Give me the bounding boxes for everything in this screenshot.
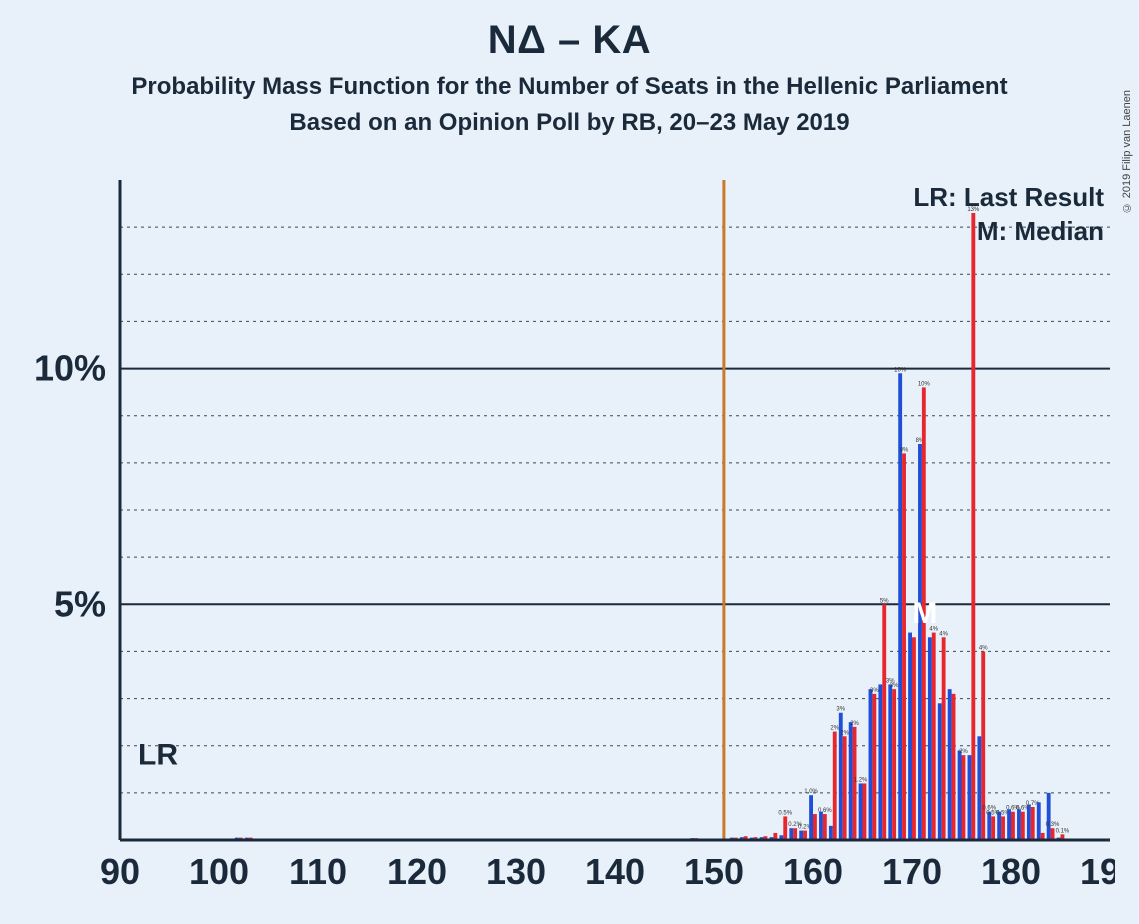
x-tick-label: 90: [100, 851, 140, 892]
chart-area: 0.5%0.2%0.2%1.0%0.6%2%3%2%2%1.2%3%5%3%3%…: [30, 170, 1115, 910]
bar-red: [962, 755, 966, 840]
bar-value-label: 3%: [836, 707, 845, 713]
bar-value-label: 4%: [939, 631, 948, 637]
bar-red: [971, 213, 975, 840]
chart-subtitle-1: Probability Mass Function for the Number…: [0, 73, 1139, 101]
median-marker-label: M: [912, 597, 937, 630]
bar-value-label: 8%: [900, 447, 909, 453]
bar-value-label: 1.2%: [854, 777, 868, 783]
bar-red: [833, 732, 837, 840]
bar-blue: [888, 684, 892, 840]
bar-red: [1021, 812, 1025, 840]
bar-blue: [1027, 805, 1031, 840]
bar-blue: [918, 444, 922, 840]
bar-red: [952, 694, 956, 840]
x-tick-label: 100: [189, 851, 249, 892]
legend-m: M: Median: [977, 216, 1104, 246]
bar-value-label: 0.5%: [778, 810, 792, 816]
x-tick-label: 150: [684, 851, 744, 892]
bar-value-label: 2%: [830, 726, 839, 732]
chart-svg: 0.5%0.2%0.2%1.0%0.6%2%3%2%2%1.2%3%5%3%3%…: [30, 170, 1115, 910]
bar-red: [892, 689, 896, 840]
x-tick-label: 120: [387, 851, 447, 892]
bar-blue: [958, 750, 962, 840]
bar-value-label: 1.0%: [804, 789, 818, 795]
bar-blue: [1037, 802, 1041, 840]
chart-subtitle-2: Based on an Opinion Poll by RB, 20–23 Ma…: [0, 109, 1139, 137]
bar-red: [991, 816, 995, 840]
bar-blue: [898, 373, 902, 840]
bar-value-label: 4%: [979, 645, 988, 651]
bar-red: [793, 828, 797, 840]
x-tick-label: 130: [486, 851, 546, 892]
bar-red: [1031, 807, 1035, 840]
bar-blue: [1007, 809, 1011, 840]
bar-blue: [819, 812, 823, 840]
bar-red: [902, 453, 906, 840]
lr-marker-label: LR: [138, 739, 178, 772]
bar-blue: [948, 689, 952, 840]
bar-red: [1051, 828, 1055, 840]
bar-value-label: 0.6%: [818, 808, 832, 814]
bar-red: [813, 814, 817, 840]
bar-value-label: 2%: [850, 721, 859, 727]
bar-value-label: 0.1%: [1056, 828, 1070, 834]
bar-red: [932, 633, 936, 840]
x-tick-label: 160: [783, 851, 843, 892]
x-tick-label: 170: [882, 851, 942, 892]
bar-blue: [789, 828, 793, 840]
bar-blue: [968, 755, 972, 840]
bar-blue: [859, 783, 863, 840]
bar-value-label: 0.3%: [1046, 822, 1060, 828]
bar-red: [783, 816, 787, 840]
bar-value-label: 3%: [890, 683, 899, 689]
bar-red: [882, 604, 886, 840]
bar-value-label: 10%: [894, 367, 907, 373]
bar-blue: [908, 633, 912, 840]
bar-value-label: 5%: [880, 598, 889, 604]
bar-red: [872, 694, 876, 840]
bar-blue: [809, 795, 813, 840]
bar-red: [863, 783, 867, 840]
bar-red: [843, 736, 847, 840]
bar-blue: [1047, 793, 1051, 840]
bar-value-label: 10%: [918, 381, 931, 387]
bar-red: [1001, 816, 1005, 840]
bar-blue: [928, 637, 932, 840]
bar-blue: [878, 684, 882, 840]
bar-red: [1011, 812, 1015, 840]
legend-lr: LR: Last Result: [913, 182, 1104, 212]
bar-blue: [1017, 809, 1021, 840]
bar-red: [912, 637, 916, 840]
bar-blue: [938, 703, 942, 840]
bar-blue: [849, 722, 853, 840]
bar-blue: [977, 736, 981, 840]
x-tick-label: 140: [585, 851, 645, 892]
bar-blue: [869, 689, 873, 840]
bar-blue: [829, 826, 833, 840]
chart-title: ΝΔ – ΚΑ: [0, 18, 1139, 63]
y-tick-label: 5%: [54, 583, 106, 624]
y-tick-label: 10%: [34, 348, 106, 389]
bar-red: [942, 637, 946, 840]
title-block: ΝΔ – ΚΑ Probability Mass Function for th…: [0, 0, 1139, 137]
bar-value-label: 3%: [870, 688, 879, 694]
bar-value-label: 2%: [840, 730, 849, 736]
bar-value-label: 2%: [959, 749, 968, 755]
copyright-text: © 2019 Filip van Laenen: [1121, 90, 1133, 213]
x-tick-label: 180: [981, 851, 1041, 892]
x-tick-label: 110: [289, 851, 347, 892]
x-tick-label: 190: [1080, 851, 1115, 892]
bar-red: [823, 814, 827, 840]
